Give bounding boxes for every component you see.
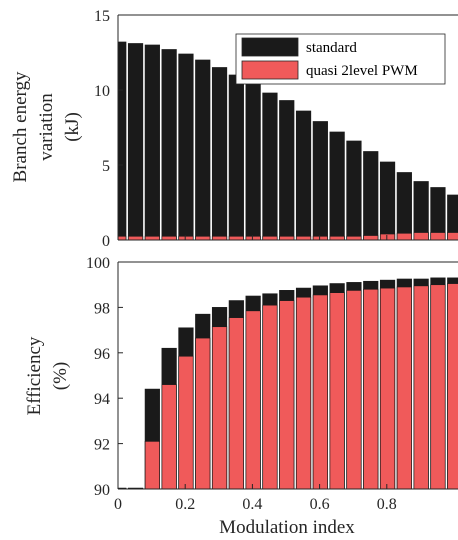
top-bar-standard-0 (118, 41, 127, 241)
top-bar-quasi-2level-pwm-13 (329, 235, 345, 241)
top-bar-standard-19 (430, 187, 446, 241)
bottom-bar-quasi-2level-pwm-15 (363, 288, 379, 490)
top-bar-standard-9 (262, 92, 278, 241)
top-bars (118, 41, 458, 241)
bottom-bar-quasi-2level-pwm-14 (346, 290, 362, 490)
top-bar-quasi-2level-pwm-10 (279, 235, 295, 241)
top-bar-standard-11 (295, 110, 312, 241)
legend: standard quasi 2level PWM (235, 33, 446, 85)
top-bar-quasi-2level-pwm-11 (295, 235, 312, 241)
bottom-bar-quasi-2level-pwm-4 (178, 355, 194, 490)
bottom-x-tick-label: 0.8 (377, 496, 397, 513)
top-bar-standard-15 (363, 151, 379, 241)
top-axes (117, 14, 458, 241)
top-bar-quasi-2level-pwm-6 (211, 235, 228, 241)
top-bar-quasi-2level-pwm-14 (346, 235, 362, 241)
top-bar-quasi-2level-pwm-17 (396, 232, 412, 241)
top-y-tick-label: 0 (102, 233, 110, 250)
bottom-x-tick-label: 0 (114, 496, 122, 513)
bottom-axes (117, 261, 458, 490)
bottom-x-ticks: 0 0.2 0.4 0.6 0.8 (114, 484, 397, 513)
top-bar-quasi-2level-pwm-0 (118, 235, 127, 241)
top-bar-standard-2 (144, 44, 160, 241)
bottom-ylabel-line-1: Efficiency (24, 336, 45, 415)
top-bar-standard-1 (127, 43, 144, 241)
bottom-bar-quasi-2level-pwm-10 (279, 300, 295, 490)
top-bar-quasi-2level-pwm-8 (245, 235, 261, 241)
bottom-x-tick-label: 0.2 (175, 496, 195, 513)
top-bar-standard-8 (245, 82, 261, 241)
bottom-bar-quasi-2level-pwm-17 (396, 286, 412, 490)
bottom-y-tick-label: 100 (86, 255, 110, 272)
top-y-tick-label: 10 (94, 83, 110, 100)
bottom-y-tick-label: 96 (94, 346, 110, 363)
top-bar-standard-14 (346, 140, 362, 241)
bottom-y-tick-label: 98 (94, 300, 110, 317)
bottom-bar-quasi-2level-pwm-19 (430, 284, 446, 490)
legend-swatch-quasi-2level-pwm (241, 60, 299, 80)
bottom-y-tick-label: 90 (94, 482, 110, 499)
top-y-ticks: 0 5 10 15 (94, 8, 123, 250)
top-bar-standard-10 (279, 100, 295, 241)
top-bar-quasi-2level-pwm-3 (161, 235, 177, 241)
bottom-bar-quasi-2level-pwm-12 (312, 294, 328, 490)
bottom-y-tick-label: 92 (94, 437, 110, 454)
top-bar-quasi-2level-pwm-12 (312, 235, 328, 241)
top-bar-standard-16 (379, 161, 396, 241)
bottom-bar-quasi-2level-pwm-3 (161, 384, 177, 490)
bottom-bar-quasi-2level-pwm-2 (144, 440, 160, 490)
top-bar-quasi-2level-pwm-5 (195, 235, 211, 241)
top-bar-quasi-2level-pwm-7 (228, 235, 244, 241)
bottom-bar-quasi-2level-pwm-7 (228, 317, 244, 490)
top-bar-quasi-2level-pwm-1 (127, 235, 144, 241)
bottom-bar-quasi-2level-pwm-6 (211, 326, 228, 490)
top-bar-standard-7 (228, 74, 244, 241)
bottom-panel: 90 92 94 96 98 100 0 0.2 0.4 0.6 0.8 Efficiency (… (24, 255, 458, 538)
bottom-bar-quasi-2level-pwm-13 (329, 292, 345, 490)
top-bar-standard-13 (329, 131, 345, 241)
top-ylabel-line-2: variation (36, 93, 57, 161)
top-ylabel-line-3: (kJ) (62, 112, 83, 142)
top-bar-quasi-2level-pwm-2 (144, 235, 160, 241)
bottom-bar-quasi-2level-pwm-18 (413, 285, 429, 490)
top-bar-standard-6 (211, 67, 228, 241)
bottom-bar-quasi-2level-pwm-9 (262, 304, 278, 490)
top-bar-quasi-2level-pwm-4 (178, 235, 194, 241)
top-bar-quasi-2level-pwm-9 (262, 235, 278, 241)
bottom-bar-quasi-2level-pwm-8 (245, 310, 261, 490)
bottom-y-tick-label: 94 (94, 391, 110, 408)
top-bar-standard-18 (413, 181, 429, 241)
bottom-x-tick-label: 0.6 (310, 496, 330, 513)
legend-label-quasi-2level-pwm: quasi 2level PWM (306, 63, 418, 79)
top-bar-quasi-2level-pwm-18 (413, 232, 429, 241)
bottom-bar-quasi-2level-pwm-16 (379, 287, 396, 490)
top-y-tick-label: 15 (94, 8, 110, 25)
top-bar-quasi-2level-pwm-19 (430, 232, 446, 241)
top-ylabel-line-1: Branch energy (10, 71, 31, 182)
bottom-bars (118, 277, 458, 490)
top-bar-quasi-2level-pwm-20 (447, 232, 458, 241)
top-bar-quasi-2level-pwm-15 (363, 235, 379, 241)
bottom-bar-quasi-2level-pwm-5 (195, 337, 211, 490)
top-panel: 0 5 10 15 Branch energy variation (kJ) stan… (10, 8, 458, 250)
bottom-ylabel-line-2: (%) (50, 362, 71, 390)
bottom-bar-quasi-2level-pwm-11 (295, 296, 312, 490)
bottom-x-tick-label: 0.4 (242, 496, 262, 513)
x-axis-label: Modulation index (219, 517, 355, 538)
top-bar-quasi-2level-pwm-16 (379, 233, 396, 241)
top-y-tick-label: 5 (102, 158, 110, 175)
bottom-bar-quasi-2level-pwm-20 (447, 283, 458, 490)
bottom-y-ticks: 90 92 94 96 98 100 (86, 255, 123, 499)
top-bar-standard-5 (195, 59, 211, 241)
top-bar-standard-4 (178, 53, 194, 241)
top-bar-standard-3 (161, 49, 177, 241)
legend-label-standard: standard (306, 40, 357, 56)
legend-swatch-standard (241, 37, 299, 57)
top-bar-standard-12 (312, 121, 328, 241)
top-bar-standard-17 (396, 172, 412, 241)
